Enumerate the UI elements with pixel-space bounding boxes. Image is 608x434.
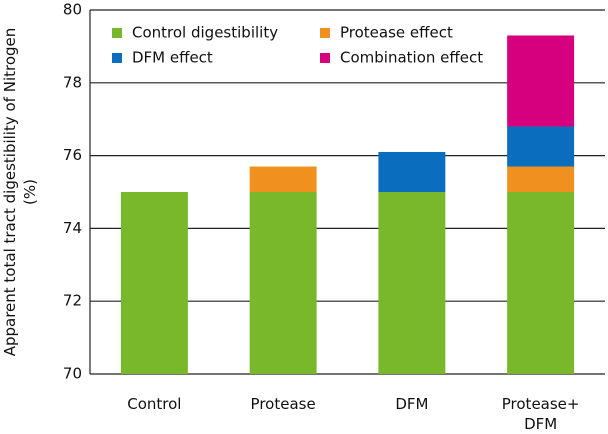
x-tick-label: Protease+ DFM (501, 395, 580, 433)
x-tick-label: Control (127, 395, 182, 413)
legend-label: Protease effect (340, 24, 453, 42)
legend-marker (320, 53, 330, 63)
legend-marker (320, 28, 330, 38)
y-tick-label: 80 (63, 1, 82, 19)
x-tick-label: DFM (395, 395, 429, 413)
y-tick-label: 74 (63, 219, 82, 237)
legend-marker (112, 53, 122, 63)
bar-segment (378, 151, 446, 192)
bar-segment (249, 166, 317, 192)
legend-marker (112, 28, 122, 38)
bar-segment (120, 192, 188, 374)
y-tick-label: 78 (63, 73, 82, 91)
x-tick-label: Protease (250, 395, 316, 413)
bar-segment (249, 192, 317, 374)
bar-segment (507, 166, 575, 192)
legend-label: DFM effect (132, 49, 213, 67)
bar-segment (507, 192, 575, 374)
y-axis-title: Apparent total tract digestibility of Ni… (1, 27, 39, 357)
legend-label: Combination effect (340, 49, 483, 67)
bar-segment (507, 35, 575, 127)
bar-segment (507, 126, 575, 167)
y-tick-label: 76 (63, 146, 82, 164)
legend-label: Control digestibility (132, 24, 278, 42)
bar-segment (378, 192, 446, 374)
y-tick-label: 70 (63, 365, 82, 383)
y-tick-label: 72 (63, 292, 82, 310)
